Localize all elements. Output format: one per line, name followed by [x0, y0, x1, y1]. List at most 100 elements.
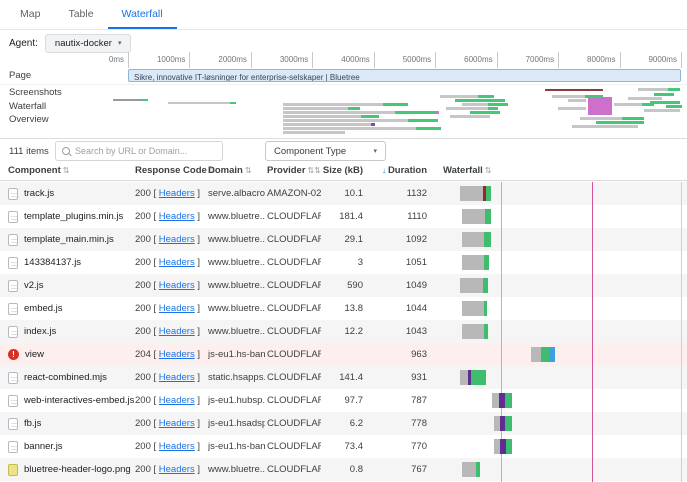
domain-cell: js-eu1.hubsp...: [208, 395, 265, 406]
waterfall-bar-segment-gray: [460, 278, 483, 293]
overview-bar-gray: [638, 88, 668, 91]
agent-value: nautix-docker: [54, 37, 112, 49]
search-box[interactable]: [55, 141, 223, 161]
table-row[interactable]: banner.js 200 [ Headers ] js-eu1.hs-ban...…: [0, 435, 687, 458]
response-code-cell: 200 [ Headers ]: [135, 441, 200, 452]
column-header-response-code[interactable]: Response Code ⇅: [135, 163, 218, 181]
agent-dropdown[interactable]: nautix-docker ▾: [44, 33, 132, 53]
component-name: view: [25, 349, 45, 360]
status-code: 200: [135, 372, 151, 383]
column-header-size[interactable]: ⇅ Size (kB): [300, 163, 363, 181]
overview-bar-gray: [283, 107, 348, 110]
component-cell: bluetree-header-logo.png: [8, 458, 134, 481]
component-name: v2.js: [24, 280, 44, 291]
headers-link[interactable]: Headers: [158, 441, 195, 452]
column-header-provider[interactable]: Provider ⇅: [267, 163, 316, 181]
overview-bar-green: [478, 95, 494, 98]
tab-waterfall[interactable]: Waterfall: [107, 0, 177, 29]
sort-desc-icon: ↓: [381, 166, 386, 175]
duration-cell: 1051: [405, 257, 427, 268]
overview-bar-gray: [644, 109, 680, 112]
table-row[interactable]: template_plugins.min.js 200 [ Headers ] ww…: [0, 205, 687, 228]
table-row[interactable]: 143384137.js 200 [ Headers ] www.bluetre..…: [0, 251, 687, 274]
table-row[interactable]: ! view 204 [ Headers ] js-eu1.hs-ban...CLOU…: [0, 343, 687, 366]
table-row[interactable]: v2.js 200 [ Headers ] www.bluetre... CLOUDF…: [0, 274, 687, 297]
agent-label: Agent:: [9, 37, 38, 49]
column-label: Component: [8, 165, 61, 176]
timeline-tick-label: 4000ms: [341, 55, 370, 64]
overview-bar-green: [348, 107, 360, 110]
overview-bar-gray: [283, 131, 345, 134]
duration-cell: 1043: [405, 326, 427, 337]
timeline-tick: [435, 52, 437, 68]
headers-link[interactable]: Headers: [158, 464, 195, 475]
chevron-down-icon: ▾: [117, 40, 122, 47]
duration-cell: 963: [411, 349, 427, 360]
table-row[interactable]: react-combined.mjs 200 [ Headers ] static.…: [0, 366, 687, 389]
page-timeline-bar[interactable]: Sikre, innovative IT-løsninger for enter…: [128, 69, 681, 82]
headers-link[interactable]: Headers: [158, 372, 195, 383]
table-row[interactable]: web-interactives-embed.js 200 [ Headers ]…: [0, 389, 687, 412]
overview-bar-green: [654, 93, 674, 96]
provider-cell: CLOUDFLAR...: [267, 303, 321, 314]
timeline-tick-label: 7000ms: [525, 55, 555, 64]
table-row[interactable]: template_main.min.js 200 [ Headers ] www.b…: [0, 228, 687, 251]
table-row[interactable]: fb.js 200 [ Headers ] js-eu1.hsadsp...CLOU…: [0, 412, 687, 435]
component-type-dropdown[interactable]: Component Type ▾: [265, 141, 386, 161]
headers-link[interactable]: Headers: [158, 211, 195, 222]
component-name: fb.js: [24, 418, 42, 429]
waterfall-bar-segment-green: [541, 347, 549, 362]
table-row[interactable]: track.js 200 [ Headers ] serve.albacro...A…: [0, 182, 687, 205]
overview-bar-green: [596, 121, 644, 124]
status-code: 200: [135, 326, 151, 337]
tab-table[interactable]: Table: [68, 7, 94, 20]
column-header-component[interactable]: Component ⇅: [8, 163, 71, 181]
page-row: Page Sikre, innovative IT-løsninger for …: [0, 68, 687, 84]
headers-link[interactable]: Headers: [158, 280, 195, 291]
overview-bar-purple: [371, 123, 375, 126]
column-header-waterfall[interactable]: Waterfall ⇅: [443, 163, 493, 181]
overview-bar-gray: [572, 125, 638, 128]
headers-link[interactable]: Headers: [158, 188, 195, 199]
waterfall-bar-segment-green: [483, 278, 488, 293]
waterfall-bar-segment-gray: [462, 232, 484, 247]
provider-cell: CLOUDFLAR...: [267, 257, 321, 268]
headers-link[interactable]: Headers: [158, 349, 195, 360]
table-row[interactable]: bluetree-header-logo.png 200 [ Headers ] w…: [0, 458, 687, 481]
overview-row: Waterfall Overview: [0, 98, 687, 138]
overview-bar-green: [488, 103, 508, 106]
overview-bar-gray: [440, 95, 478, 98]
size-cell: 12.2: [344, 326, 364, 337]
event-line-magenta: [592, 182, 593, 482]
timeline-tick: [128, 52, 129, 68]
overview-bar-gray: [283, 123, 371, 126]
table-row[interactable]: index.js 200 [ Headers ] www.bluetre... CLO…: [0, 320, 687, 343]
column-header-domain[interactable]: Domain ⇅: [208, 163, 254, 181]
js-file-icon: [8, 394, 18, 407]
response-code-cell: 200 [ Headers ]: [135, 326, 200, 337]
headers-link[interactable]: Headers: [158, 395, 195, 406]
response-code-cell: 200 [ Headers ]: [135, 418, 200, 429]
tab-map[interactable]: Map: [20, 7, 41, 20]
headers-link[interactable]: Headers: [158, 234, 195, 245]
headers-link[interactable]: Headers: [158, 418, 195, 429]
table-row[interactable]: embed.js 200 [ Headers ] www.bluetre... CLO…: [0, 297, 687, 320]
headers-link[interactable]: Headers: [158, 326, 195, 337]
component-cell: react-combined.mjs: [8, 366, 134, 389]
component-type-value: Component Type: [274, 145, 347, 157]
chevron-down-icon: ▾: [373, 148, 377, 155]
duration-cell: 931: [411, 372, 427, 383]
waterfall-overview-chart[interactable]: [110, 86, 682, 136]
status-code: 204: [135, 349, 151, 360]
search-input[interactable]: [75, 146, 216, 156]
response-code-cell: 200 [ Headers ]: [135, 372, 200, 383]
headers-link[interactable]: Headers: [158, 257, 195, 268]
provider-cell: CLOUDFLAR...: [267, 418, 321, 429]
overview-bar-gray: [283, 103, 383, 106]
overview-bar-green: [585, 95, 603, 98]
overview-bar-gray: [580, 117, 622, 120]
timeline-tick: [496, 52, 498, 68]
headers-link[interactable]: Headers: [158, 303, 195, 314]
size-cell: 3: [357, 257, 363, 268]
column-header-duration[interactable]: ↓ Duration: [370, 163, 427, 181]
